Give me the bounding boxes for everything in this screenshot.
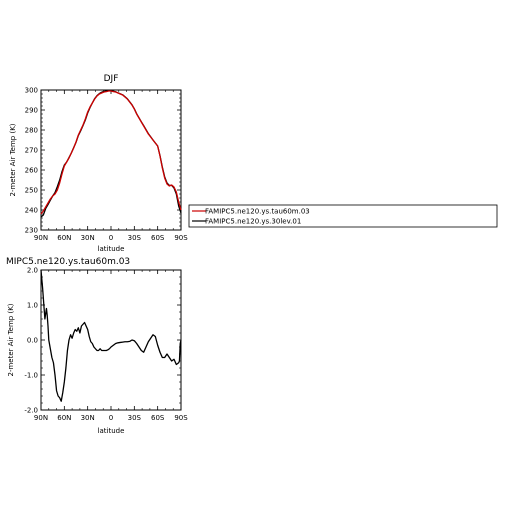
x-tick-label: 0: [109, 414, 113, 422]
y-tick-label: -1.0: [24, 372, 38, 380]
y-tick-label: 280: [25, 127, 38, 135]
x-tick-label: 30N: [81, 234, 95, 242]
x-tick-label: 90N: [34, 414, 48, 422]
x-tick-label: 90S: [174, 414, 188, 422]
y-tick-label: 1.0: [27, 302, 38, 310]
x-tick-label: 60S: [151, 234, 165, 242]
top-x-axis-title: latitude: [98, 245, 125, 253]
top-x-ticks: 90N 60N 30N 0 30S 60S 90S: [34, 90, 188, 242]
y-tick-label: -2.0: [24, 407, 38, 415]
y-tick-label: 250: [25, 187, 38, 195]
x-tick-label: 0: [109, 234, 113, 242]
legend-label-tau60m: FAMIPC5.ne120.ys.tau60m.03: [205, 208, 310, 216]
bottom-series-group: [40, 269, 182, 402]
y-tick-label: 270: [25, 147, 38, 155]
legend: FAMIPC5.ne120.ys.tau60m.03 FAMIPC5.ne120…: [188, 204, 498, 228]
y-tick-label: 300: [25, 87, 38, 95]
y-tick-label: 0.0: [27, 337, 38, 345]
x-tick-label: 30S: [128, 234, 142, 242]
bottom-x-ticks: 90N 60N 30N 0 30S 60S 90S: [34, 270, 188, 422]
series-line-0-0: [40, 90, 182, 215]
x-tick-label: 60S: [151, 414, 165, 422]
x-tick-label: 30N: [81, 414, 95, 422]
top-y-ticks: 230 240 250 260 270 280 290 300: [25, 87, 181, 235]
series-line-1-0: [40, 269, 182, 402]
x-tick-label: 60N: [57, 414, 71, 422]
x-tick-label: 60N: [57, 234, 71, 242]
y-tick-label: 2.0: [27, 267, 38, 275]
x-tick-label: 90N: [34, 234, 48, 242]
top-y-axis-title: 2-meter Air Temp (K): [9, 123, 17, 196]
bottom-panel: MIPC5.ne120.ys.tau60m.03 90N 60N 30N 0 30S 60…: [6, 257, 188, 435]
legend-label-30lev: FAMIPC5.ne120.ys.30lev.01: [205, 218, 301, 226]
bottom-plot-frame: [40, 269, 182, 411]
bottom-y-ticks: -2.0 -1.0 0.0 1.0 2.0: [24, 267, 181, 415]
x-tick-label: 90S: [174, 234, 188, 242]
y-tick-label: 230: [25, 227, 38, 235]
bottom-x-axis-title: latitude: [98, 427, 125, 435]
top-plot-frame: [40, 89, 182, 231]
y-tick-label: 290: [25, 107, 38, 115]
bottom-chart-title: MIPC5.ne120.ys.tau60m.03: [6, 257, 130, 267]
bottom-y-axis-title: 2-meter Air Temp (K): [7, 303, 15, 376]
x-tick-label: 30S: [128, 414, 142, 422]
top-chart-title: DJF: [104, 74, 119, 84]
legend-frame: [188, 204, 498, 228]
top-panel: DJF 90N 60N 30N 0 30S 60S 90S 2302402502602702…: [9, 74, 188, 253]
y-tick-label: 260: [25, 167, 38, 175]
top-series-group: [40, 89, 182, 218]
y-tick-label: 240: [25, 207, 38, 215]
